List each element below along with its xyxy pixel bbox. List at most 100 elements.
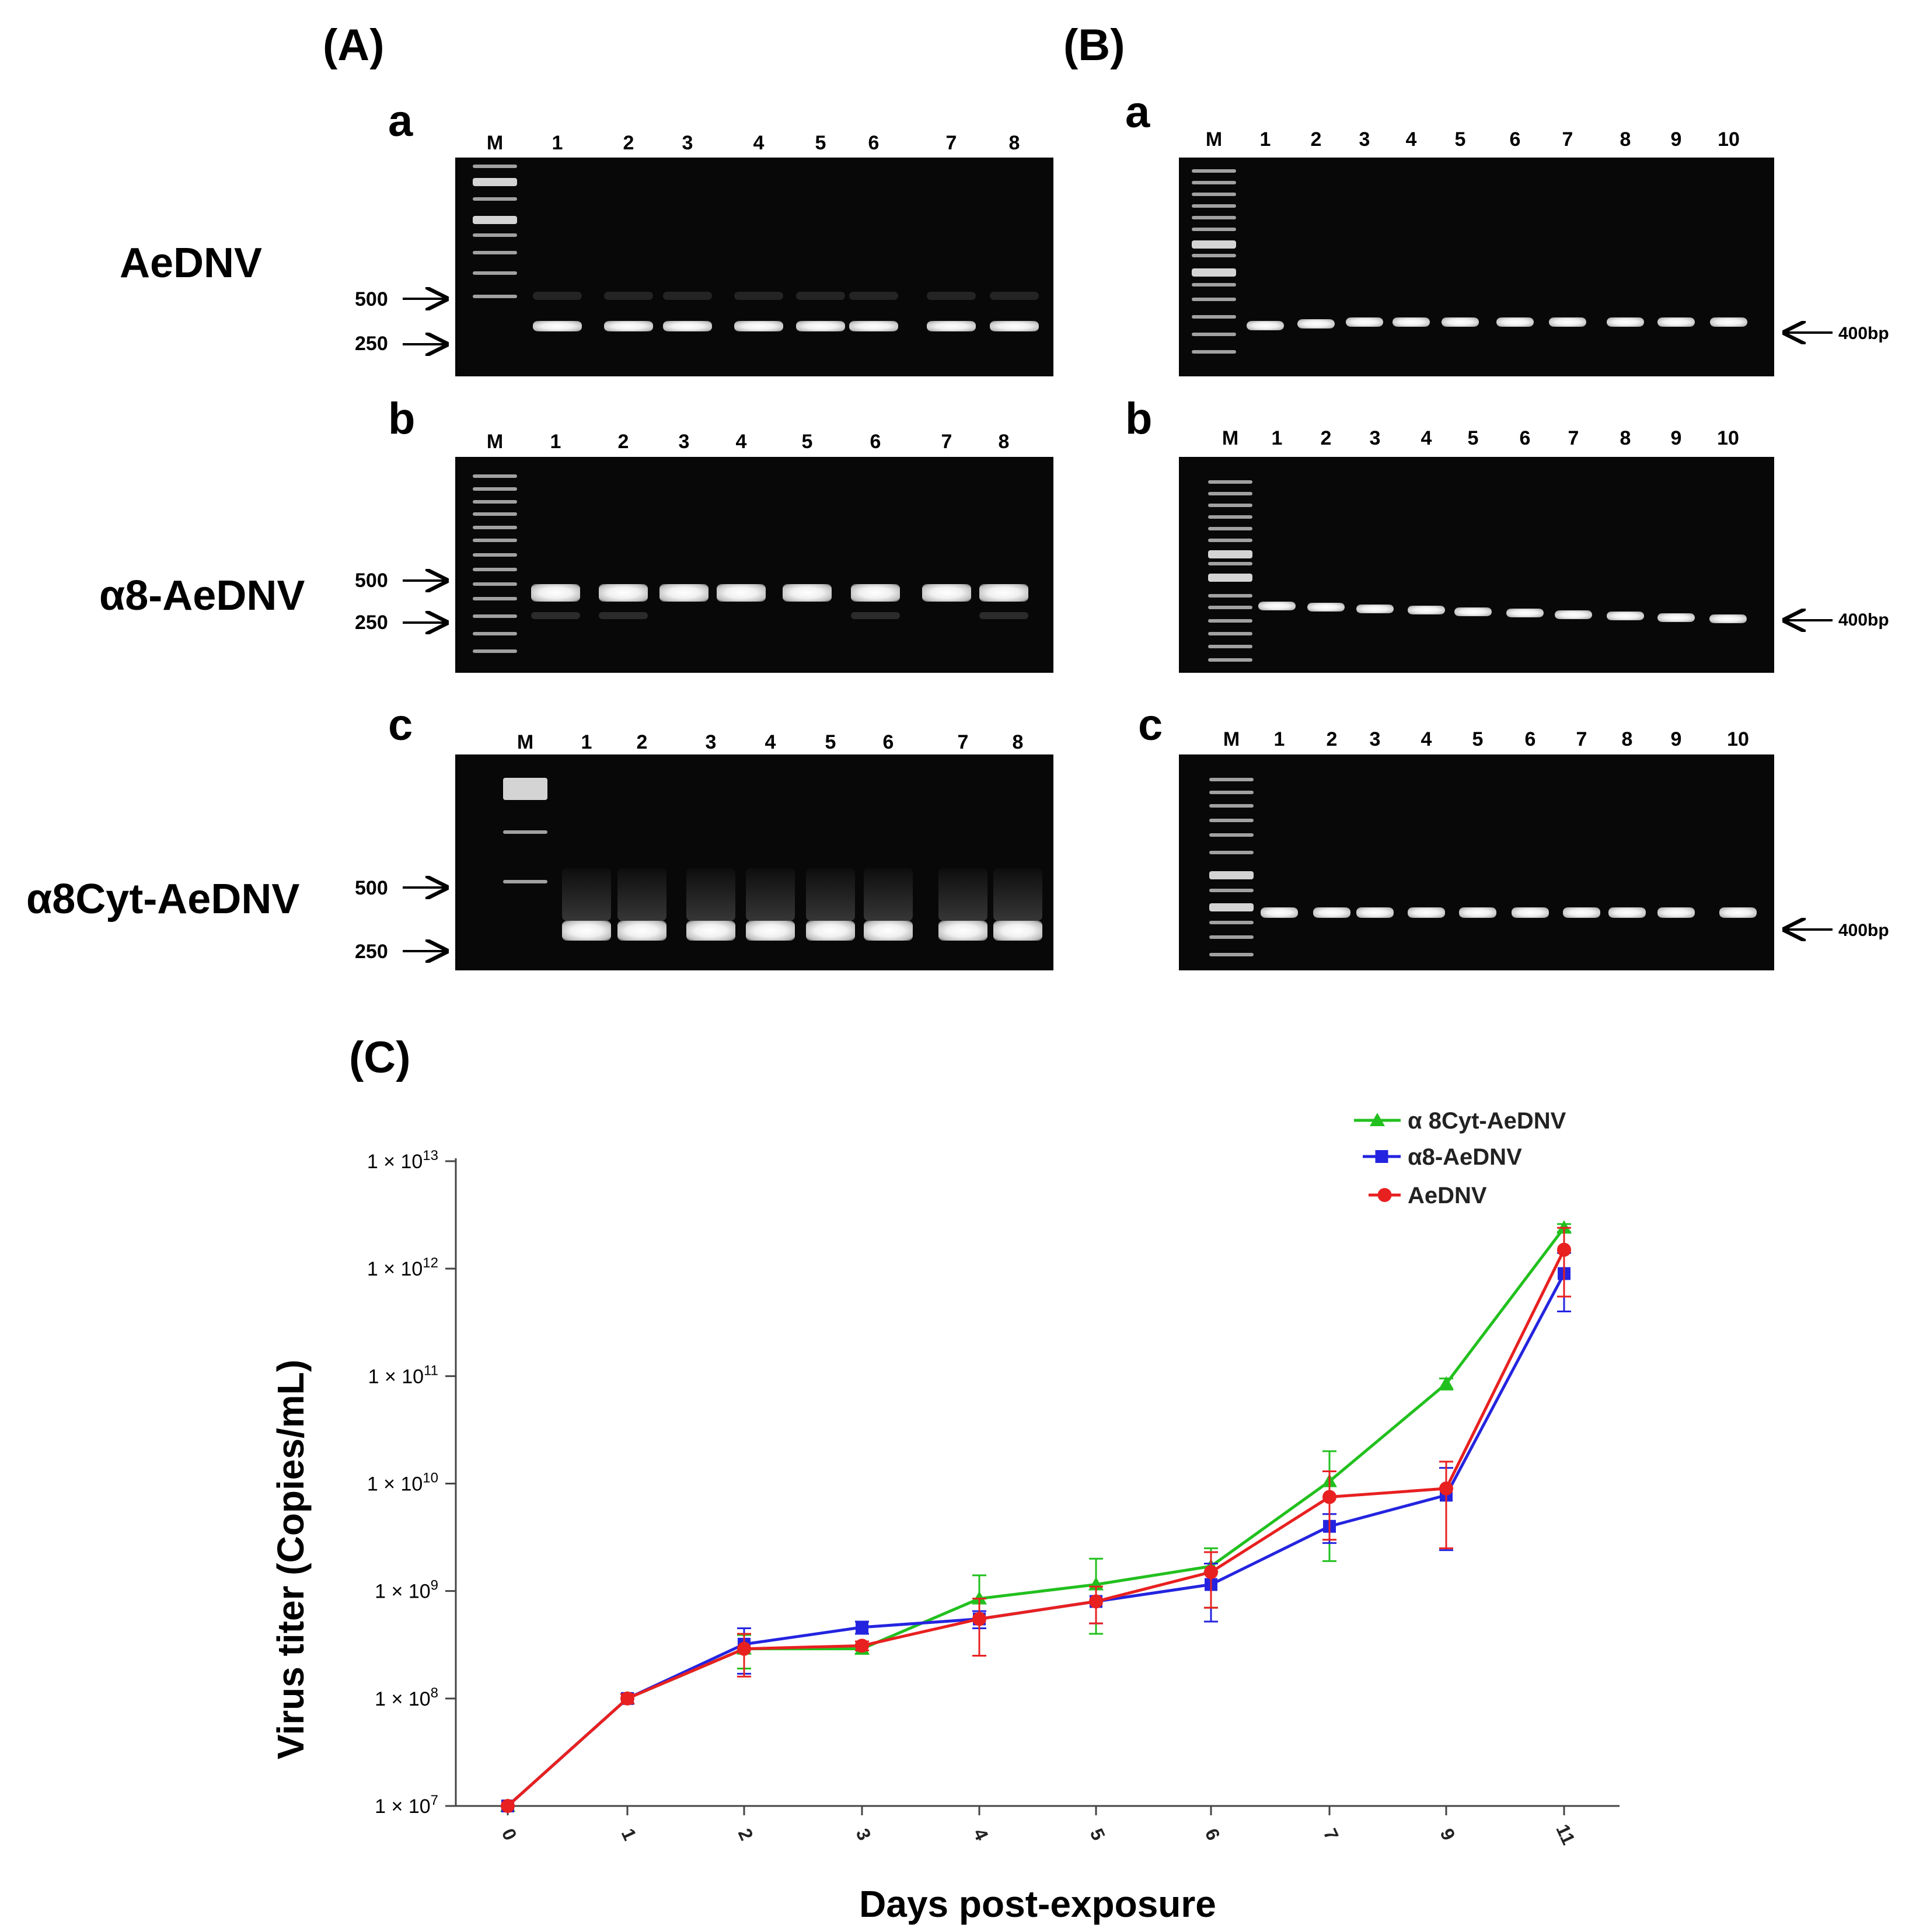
sample-band bbox=[1261, 907, 1298, 918]
x-tick-label: 1 bbox=[617, 1825, 641, 1843]
lane-label: 3 bbox=[682, 132, 693, 154]
sublabel-A-c: c bbox=[388, 700, 413, 750]
data-point bbox=[856, 1620, 868, 1634]
lane-label: 6 bbox=[870, 431, 881, 453]
sample-band bbox=[663, 321, 712, 331]
series-line bbox=[507, 1227, 1565, 1807]
faint-band bbox=[604, 292, 653, 300]
data-point bbox=[1089, 1594, 1103, 1609]
smear bbox=[617, 868, 666, 921]
faint-band bbox=[796, 292, 845, 300]
lane-label: 2 bbox=[617, 431, 629, 453]
lane-label: 9 bbox=[1670, 427, 1682, 449]
lane-label: 1 bbox=[1273, 728, 1285, 750]
faint-band bbox=[734, 292, 783, 300]
lane-label: 3 bbox=[1359, 128, 1370, 151]
faint-band bbox=[531, 612, 580, 619]
faint-band bbox=[990, 292, 1039, 300]
lane-label: 7 bbox=[1562, 128, 1573, 151]
sample-band bbox=[1555, 610, 1592, 619]
lane-label: 8 bbox=[998, 431, 1010, 453]
ladder-band bbox=[1208, 515, 1252, 519]
ladder-band bbox=[1209, 804, 1254, 808]
sample-band bbox=[1408, 907, 1445, 918]
x-tick-label: 11 bbox=[1552, 1821, 1579, 1848]
sample-band bbox=[1563, 907, 1600, 918]
ladder-band bbox=[1208, 480, 1252, 484]
lane-label: 8 bbox=[1621, 728, 1633, 750]
ladder-band bbox=[1192, 181, 1236, 184]
sample-band bbox=[806, 921, 855, 941]
ladder-band bbox=[1209, 819, 1254, 822]
x-axis-title: Days post-exposure bbox=[859, 1883, 1216, 1925]
sample-band bbox=[993, 921, 1042, 941]
sample-band bbox=[746, 921, 795, 941]
faint-band bbox=[599, 612, 648, 619]
ladder-band bbox=[1209, 935, 1254, 939]
band-size-B-a: 400bp bbox=[1838, 324, 1889, 343]
ladder-band bbox=[473, 197, 517, 201]
sample-band bbox=[1512, 907, 1549, 918]
y-tick-label: 1 × 1010 bbox=[367, 1470, 438, 1496]
lane-label: 8 bbox=[1012, 731, 1024, 753]
lane-label: 2 bbox=[1320, 427, 1332, 449]
sample-band bbox=[1506, 609, 1544, 617]
legend-label: α 8Cyt-AeDNV bbox=[1408, 1108, 1566, 1134]
lane-label-marker: M bbox=[1221, 427, 1239, 449]
ladder-band bbox=[473, 526, 517, 529]
lane-label: 8 bbox=[1008, 132, 1020, 154]
lane-label: 7 bbox=[945, 132, 957, 154]
ladder-band bbox=[1192, 240, 1236, 249]
data-point bbox=[501, 1799, 515, 1813]
ladder-band bbox=[1208, 492, 1252, 495]
ladder-band bbox=[1209, 889, 1254, 892]
sublabel-B-c: c bbox=[1138, 700, 1163, 750]
ladder-band bbox=[1209, 851, 1254, 854]
sample-band bbox=[717, 584, 766, 602]
lane-label: 7 bbox=[1576, 728, 1587, 750]
lane-label: 8 bbox=[1620, 128, 1631, 151]
ladder-band bbox=[473, 568, 517, 571]
lane-label-marker: M bbox=[486, 431, 504, 453]
sample-band bbox=[851, 584, 900, 602]
ladder-band bbox=[1209, 791, 1254, 794]
panel-label-B: (B) bbox=[1063, 20, 1125, 70]
panel-label-C: (C) bbox=[349, 1033, 411, 1082]
y-tick-label: 1 × 1013 bbox=[367, 1148, 438, 1173]
ladder-band bbox=[473, 295, 517, 298]
ladder-band bbox=[503, 880, 547, 883]
sample-band bbox=[604, 321, 653, 331]
sample-band bbox=[1247, 321, 1284, 330]
lane-label: 5 bbox=[1454, 128, 1466, 151]
lane-label: 8 bbox=[1620, 427, 1631, 449]
data-point bbox=[1557, 1242, 1571, 1257]
faint-band bbox=[663, 292, 712, 300]
ladder-band bbox=[1208, 550, 1252, 558]
size-500-A-c: 500 bbox=[355, 877, 388, 899]
x-tick-label: 4 bbox=[969, 1825, 993, 1844]
ladder-band bbox=[1192, 333, 1236, 336]
faint-band bbox=[979, 612, 1028, 619]
lane-label: 7 bbox=[941, 431, 952, 453]
ladder-band bbox=[1209, 871, 1254, 879]
band-size-B-b: 400bp bbox=[1838, 610, 1889, 630]
x-tick-label: 5 bbox=[1086, 1825, 1109, 1843]
sublabel-A-b: b bbox=[388, 394, 416, 443]
sample-band bbox=[927, 321, 976, 331]
lane-label: 9 bbox=[1670, 128, 1682, 151]
lane-label: 5 bbox=[815, 132, 826, 154]
data-point bbox=[1322, 1490, 1336, 1504]
ladder-band bbox=[473, 512, 517, 516]
ladder-band bbox=[473, 649, 517, 653]
lane-label-marker: M bbox=[516, 731, 534, 753]
ladder-band bbox=[473, 474, 517, 478]
sample-band bbox=[562, 921, 611, 941]
lane-label: 4 bbox=[1421, 427, 1432, 449]
sample-band bbox=[1442, 317, 1479, 327]
sample-band bbox=[531, 584, 580, 602]
sample-band bbox=[686, 921, 735, 941]
sample-band bbox=[990, 321, 1039, 331]
sublabel-B-a: a bbox=[1125, 88, 1150, 137]
ladder-band bbox=[1209, 953, 1254, 956]
ladder-band bbox=[473, 233, 517, 237]
